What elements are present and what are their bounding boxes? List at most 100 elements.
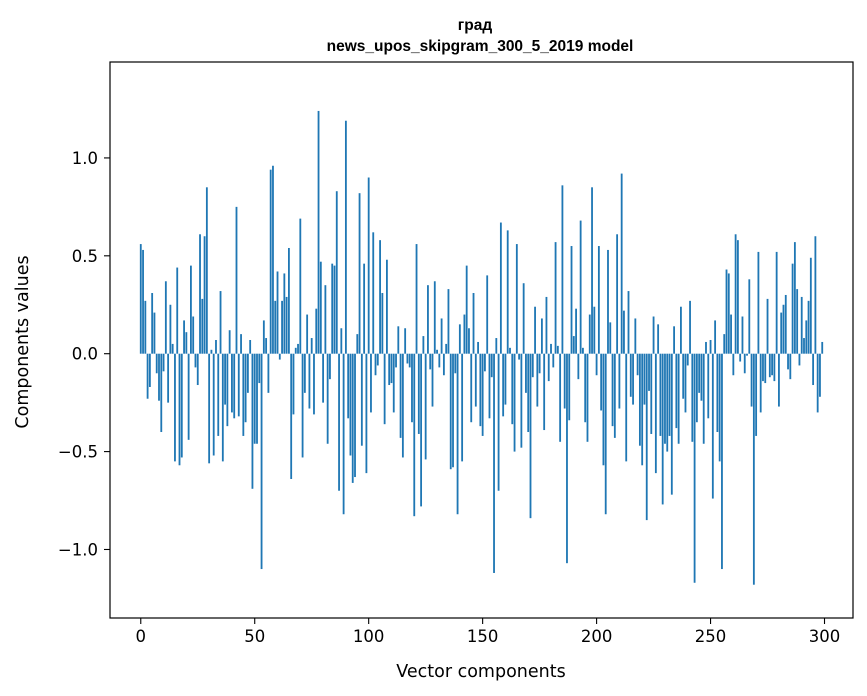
bar-30 <box>208 353 211 464</box>
bar-268 <box>750 353 753 407</box>
bar-217 <box>634 318 637 354</box>
bar-251 <box>711 353 714 499</box>
bar-211 <box>620 173 623 354</box>
bar-1 <box>142 249 144 354</box>
bar-266 <box>746 353 748 356</box>
bar-126 <box>427 285 429 354</box>
bar-124 <box>422 336 425 354</box>
bar-47 <box>246 353 249 393</box>
bar-214 <box>627 291 630 354</box>
bar-172 <box>531 353 534 378</box>
bar-9 <box>160 353 163 433</box>
bar-209 <box>616 234 619 354</box>
bar-73 <box>306 314 309 354</box>
bar-6 <box>153 312 156 354</box>
bar-67 <box>292 353 295 415</box>
bar-36 <box>221 353 224 462</box>
bar-186 <box>563 353 566 409</box>
bar-series <box>139 110 824 585</box>
bar-159 <box>502 353 505 417</box>
bar-246 <box>700 353 703 401</box>
bar-119 <box>411 353 413 423</box>
bar-57 <box>269 169 272 354</box>
bar-230 <box>664 353 666 444</box>
bar-46 <box>244 353 247 423</box>
bar-290 <box>800 296 803 354</box>
bar-229 <box>661 353 664 505</box>
bar-269 <box>752 353 755 585</box>
bar-3 <box>146 353 149 399</box>
bar-224 <box>650 353 653 434</box>
bar-120 <box>413 353 416 517</box>
bar-53 <box>260 353 263 570</box>
bar-220 <box>641 353 644 466</box>
bar-77 <box>315 308 318 354</box>
bar-56 <box>267 353 270 393</box>
bar-99 <box>365 353 368 474</box>
bar-279 <box>775 251 778 354</box>
bar-241 <box>689 300 691 354</box>
bar-92 <box>349 353 352 456</box>
bar-105 <box>379 240 381 354</box>
bar-41 <box>233 353 236 419</box>
bar-26 <box>199 234 201 354</box>
bar-127 <box>429 353 432 370</box>
bar-264 <box>741 316 744 354</box>
bar-284 <box>787 353 789 370</box>
bar-205 <box>607 249 609 354</box>
bar-88 <box>340 328 343 354</box>
bar-174 <box>536 353 539 407</box>
bar-114 <box>399 353 402 438</box>
bar-287 <box>793 242 796 354</box>
bar-55 <box>265 338 268 354</box>
x-tick-label: 50 <box>244 627 265 646</box>
bar-157 <box>497 353 500 491</box>
bar-185 <box>561 185 564 354</box>
bar-27 <box>201 298 204 354</box>
bar-151 <box>484 353 486 372</box>
bar-267 <box>748 279 751 354</box>
bar-196 <box>586 353 589 442</box>
bar-19 <box>183 320 185 354</box>
bar-64 <box>285 296 288 354</box>
bar-272 <box>759 353 762 413</box>
x-tick-label: 300 <box>809 627 841 646</box>
bar-273 <box>762 353 764 382</box>
bar-295 <box>812 353 815 386</box>
bar-79 <box>319 261 322 354</box>
bar-195 <box>584 353 587 423</box>
x-axis-label: Vector components <box>396 662 565 682</box>
bar-165 <box>515 244 518 354</box>
bar-106 <box>381 293 384 354</box>
y-tick-label: 1.0 <box>72 149 98 168</box>
bar-31 <box>210 349 213 354</box>
bar-163 <box>511 353 514 425</box>
bar-69 <box>297 343 299 354</box>
bar-122 <box>417 353 420 434</box>
bar-149 <box>479 353 482 427</box>
bar-249 <box>707 353 710 419</box>
bar-110 <box>390 353 393 384</box>
bar-286 <box>791 263 794 354</box>
bar-90 <box>344 120 347 354</box>
bar-238 <box>682 353 685 399</box>
bar-20 <box>185 332 188 354</box>
bar-60 <box>276 271 279 354</box>
bar-297 <box>816 353 819 413</box>
bar-130 <box>436 349 438 354</box>
bar-2 <box>144 300 147 354</box>
bar-61 <box>278 353 281 360</box>
bar-0 <box>139 244 142 354</box>
bar-161 <box>506 230 509 354</box>
bar-70 <box>299 218 302 354</box>
bar-39 <box>228 330 231 354</box>
bar-156 <box>495 338 498 354</box>
bar-258 <box>727 273 730 354</box>
bar-118 <box>408 353 411 368</box>
bar-12 <box>167 353 170 403</box>
bar-123 <box>420 353 423 507</box>
bar-93 <box>351 353 354 483</box>
bar-153 <box>488 353 491 419</box>
